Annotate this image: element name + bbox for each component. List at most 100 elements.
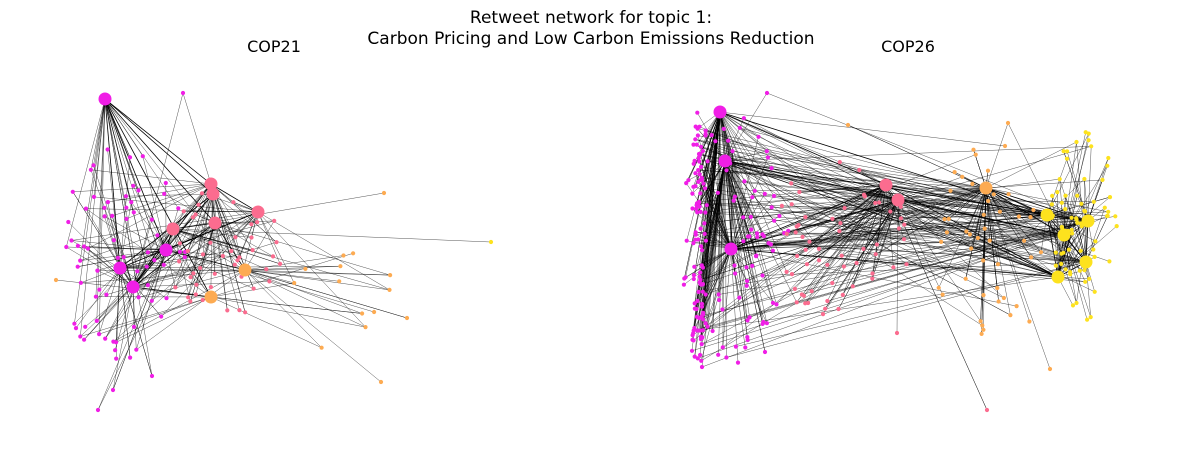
edge — [897, 199, 1108, 217]
node-pink — [208, 240, 213, 245]
edge — [112, 286, 134, 391]
node-pink — [809, 289, 814, 294]
edge — [1046, 133, 1089, 216]
node-pink — [250, 248, 255, 253]
edge — [701, 248, 732, 307]
edge — [173, 183, 212, 229]
edge — [85, 286, 134, 327]
node-pink — [181, 209, 186, 214]
edge — [717, 111, 721, 193]
edge — [739, 127, 1089, 222]
node-orange — [995, 285, 1000, 291]
edge — [104, 98, 155, 261]
edge — [730, 228, 900, 250]
node-pink — [898, 216, 904, 221]
node-magenta — [720, 307, 725, 312]
hub-edge — [730, 199, 899, 250]
node-magenta — [82, 244, 87, 249]
edge — [119, 267, 131, 358]
edge — [719, 111, 1006, 147]
node-magenta — [64, 244, 69, 250]
node-pink — [249, 235, 254, 240]
node-pink — [789, 181, 794, 186]
node-magenta — [700, 148, 706, 154]
node-orange — [372, 309, 377, 315]
node-magenta — [82, 337, 87, 342]
node-orange — [363, 325, 368, 330]
node-pink — [803, 247, 808, 252]
node-magenta — [134, 347, 139, 352]
node-yellow — [1092, 254, 1097, 259]
edge — [984, 228, 1087, 263]
edge — [698, 220, 1089, 293]
panel-title-cop21: COP21 — [247, 37, 301, 56]
node-yellow — [1100, 177, 1105, 182]
hub-node-yellow — [1040, 208, 1054, 222]
node-magenta — [749, 227, 754, 232]
edge — [244, 269, 322, 348]
edge — [695, 239, 1087, 263]
hub-node-magenta — [98, 92, 112, 106]
node-magenta — [741, 215, 746, 220]
node-magenta — [696, 179, 701, 184]
edge — [165, 249, 254, 289]
edge — [104, 98, 139, 191]
edge — [771, 207, 1048, 216]
edge — [172, 228, 390, 291]
node-yellow — [1086, 138, 1091, 143]
node-pink — [792, 286, 798, 291]
node-magenta — [699, 164, 704, 169]
node-pink — [200, 252, 206, 257]
edge — [99, 296, 212, 335]
edge — [701, 111, 721, 180]
nodes-cop26 — [681, 90, 1119, 413]
node-magenta — [699, 177, 705, 182]
edge — [257, 211, 281, 264]
edge — [719, 111, 763, 235]
node-magenta — [695, 298, 700, 304]
node-orange — [1008, 313, 1013, 318]
nodes-cop21 — [53, 90, 494, 413]
node-orange — [986, 198, 991, 204]
node-pink — [839, 253, 844, 258]
node-orange — [981, 327, 986, 332]
node-yellow — [1059, 224, 1064, 230]
node-magenta — [715, 190, 721, 195]
node-magenta — [140, 154, 145, 159]
node-magenta — [693, 171, 698, 176]
edge — [132, 225, 171, 288]
node-magenta — [69, 238, 74, 243]
edge — [724, 160, 749, 237]
node-magenta — [691, 273, 697, 278]
node-yellow — [1087, 276, 1092, 281]
edge — [132, 242, 211, 288]
node-magenta — [755, 231, 760, 236]
edge — [827, 234, 1065, 302]
edge — [244, 269, 390, 291]
node-orange — [991, 192, 996, 197]
node-pink — [823, 306, 828, 311]
node-magenta — [703, 133, 708, 138]
edge — [897, 199, 1005, 299]
edge — [700, 184, 887, 281]
node-orange — [967, 232, 973, 237]
edge — [695, 139, 1059, 278]
edge — [805, 216, 1087, 263]
node-orange — [981, 258, 986, 263]
edge — [126, 183, 212, 220]
edge — [132, 281, 270, 288]
edge — [805, 184, 887, 304]
node-magenta — [695, 356, 700, 361]
edge — [244, 265, 341, 271]
node-orange — [1027, 319, 1032, 324]
hub-edge — [719, 111, 887, 186]
edge — [183, 211, 259, 213]
edge — [695, 139, 899, 201]
node-orange — [963, 276, 968, 281]
node-pink — [873, 252, 878, 257]
edge — [938, 187, 987, 288]
edge — [695, 126, 726, 162]
edge — [170, 228, 246, 271]
node-magenta — [769, 205, 774, 210]
node-magenta — [111, 339, 116, 344]
